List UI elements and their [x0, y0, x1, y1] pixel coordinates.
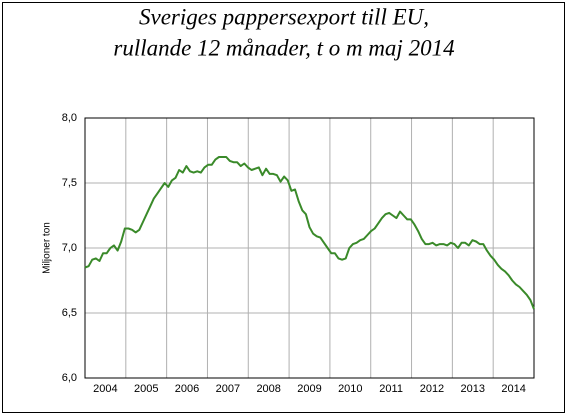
plot-frame — [84, 117, 535, 379]
y-tick-label: 7,5 — [62, 177, 77, 189]
x-tick-label: 2007 — [216, 383, 240, 395]
chart-title: Sveriges pappersexport till EU, — [139, 4, 429, 29]
chart-frame — [2, 2, 565, 413]
y-tick-label: 6,5 — [62, 307, 77, 319]
x-tick-label: 2013 — [461, 383, 485, 395]
y-axis-label: Miljoner ton — [42, 222, 53, 274]
x-tick-label: 2009 — [297, 383, 321, 395]
x-tick-label: 2006 — [175, 383, 199, 395]
x-tick-label: 2010 — [338, 383, 362, 395]
x-tick-label: 2005 — [134, 383, 158, 395]
y-tick-label: 7,0 — [62, 242, 77, 254]
x-tick-label: 2008 — [256, 383, 280, 395]
x-tick-label: 2011 — [379, 383, 403, 395]
data-line — [84, 156, 535, 310]
y-tick-label: 6,0 — [62, 372, 77, 384]
x-tick-label: 2004 — [93, 383, 117, 395]
x-tick-label: 2012 — [420, 383, 444, 395]
x-tick-label: 2014 — [501, 383, 525, 395]
y-tick-label: 8,0 — [62, 112, 77, 124]
chart-title: rullande 12 månader, t o m maj 2014 — [113, 35, 454, 60]
